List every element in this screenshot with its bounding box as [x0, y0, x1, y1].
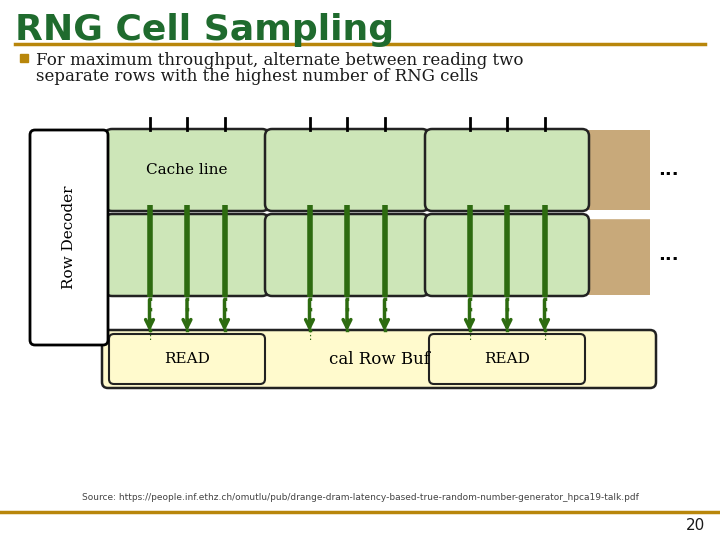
FancyBboxPatch shape	[102, 330, 656, 388]
Text: RNG Cell Sampling: RNG Cell Sampling	[15, 13, 394, 47]
Bar	[108, 215, 650, 295]
Text: ⋮
⋮: ⋮ ⋮	[144, 323, 155, 341]
Text: For maximum throughput, alternate between reading two: For maximum throughput, alternate betwee…	[36, 52, 523, 69]
Text: Cache line: Cache line	[146, 163, 228, 177]
Text: separate rows with the highest number of RNG cells: separate rows with the highest number of…	[36, 68, 478, 85]
FancyBboxPatch shape	[425, 214, 589, 296]
FancyBboxPatch shape	[265, 214, 429, 296]
FancyBboxPatch shape	[105, 129, 269, 211]
Bar	[108, 130, 650, 210]
FancyBboxPatch shape	[265, 129, 429, 211]
Text: ⋮
⋮: ⋮ ⋮	[464, 323, 475, 341]
Text: ⋮
⋮: ⋮ ⋮	[304, 323, 315, 341]
Text: Source: https://people.inf.ethz.ch/omutlu/pub/drange-dram-latency-based-true-ran: Source: https://people.inf.ethz.ch/omutl…	[81, 493, 639, 502]
FancyBboxPatch shape	[105, 214, 269, 296]
Text: ⋮
⋮: ⋮ ⋮	[539, 323, 550, 341]
Text: READ: READ	[484, 352, 530, 366]
FancyBboxPatch shape	[429, 334, 585, 384]
Text: cal Row Buf: cal Row Buf	[328, 350, 429, 368]
FancyBboxPatch shape	[109, 334, 265, 384]
Text: Row Decoder: Row Decoder	[62, 186, 76, 289]
FancyBboxPatch shape	[425, 129, 589, 211]
Text: ...: ...	[658, 161, 679, 179]
Text: ...: ...	[658, 246, 679, 264]
FancyBboxPatch shape	[30, 130, 108, 345]
Text: 20: 20	[685, 518, 705, 534]
Text: READ: READ	[164, 352, 210, 366]
